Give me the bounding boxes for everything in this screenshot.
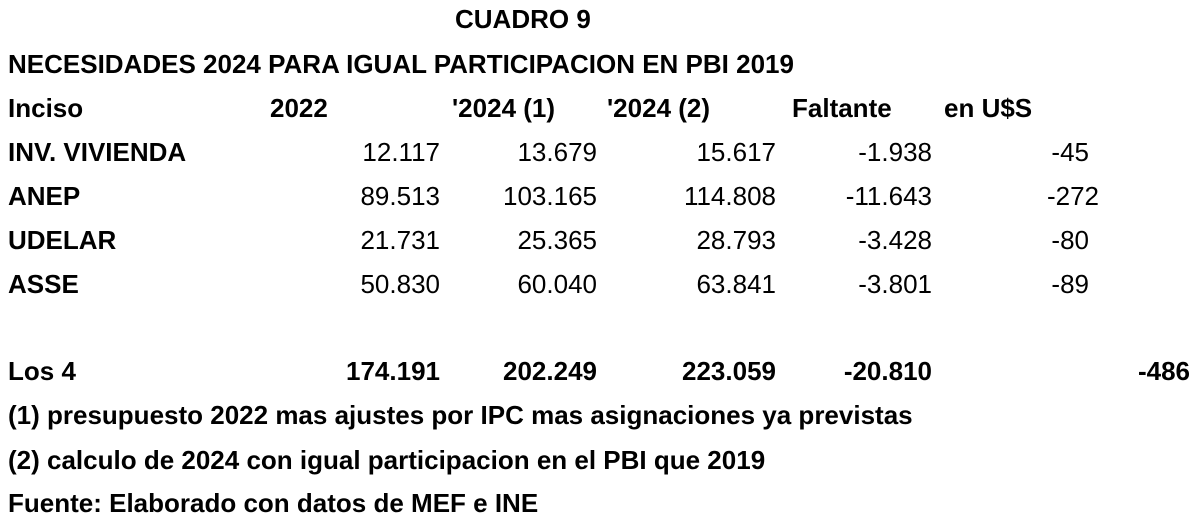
row-2022: 50.830 [360, 269, 440, 299]
row-2024-2: 63.841 [696, 269, 776, 299]
row-2024-2: 28.793 [696, 225, 776, 255]
table-title: CUADRO 9 [455, 4, 591, 34]
source-note: Fuente: Elaborado con datos de MEF e INE [8, 488, 539, 518]
row-2022: 12.117 [362, 137, 440, 167]
row-faltante: -3.428 [858, 225, 932, 255]
row-usd: -45 [1051, 137, 1089, 167]
row-usd: -89 [1051, 269, 1089, 299]
row-usd: -80 [1051, 225, 1089, 255]
row-2022: 21.731 [360, 225, 440, 255]
row-2024-2: 114.808 [683, 181, 776, 211]
row-inciso: INV. VIVIENDA [8, 137, 187, 167]
header-inciso: Inciso [8, 93, 84, 123]
header-faltante: Faltante [792, 93, 892, 123]
row-inciso: UDELAR [8, 225, 117, 255]
header-2022: 2022 [270, 93, 328, 123]
footnote-1: (1) presupuesto 2022 mas ajustes por IPC… [8, 400, 913, 430]
total-2024-1: 202.249 [503, 356, 597, 386]
total-faltante: -20.810 [843, 356, 932, 386]
total-2024-2: 223.059 [682, 356, 776, 386]
row-2024-1: 60.040 [517, 269, 597, 299]
total-usd: -486 [1137, 356, 1190, 386]
row-2024-1: 13.679 [517, 137, 597, 167]
row-usd: -272 [1046, 181, 1099, 211]
row-faltante: -11.643 [845, 181, 932, 211]
header-usd: en U$S [944, 93, 1033, 123]
row-2024-2: 15.617 [696, 137, 776, 167]
total-2022: 174.191 [346, 356, 440, 386]
row-2024-1: 25.365 [517, 225, 597, 255]
row-inciso: ANEP [8, 181, 81, 211]
row-inciso: ASSE [8, 269, 79, 299]
table-subtitle: NECESIDADES 2024 PARA IGUAL PARTICIPACIO… [8, 49, 794, 79]
row-faltante: -1.938 [858, 137, 932, 167]
row-2022: 89.513 [360, 181, 440, 211]
row-2024-1: 103.165 [503, 181, 597, 211]
total-inciso: Los 4 [8, 356, 76, 386]
footnote-2: (2) calculo de 2024 con igual participac… [8, 445, 766, 475]
row-faltante: -3.801 [858, 269, 932, 299]
header-2024-2: '2024 (2) [607, 93, 711, 123]
header-2024-1: '2024 (1) [452, 93, 556, 123]
